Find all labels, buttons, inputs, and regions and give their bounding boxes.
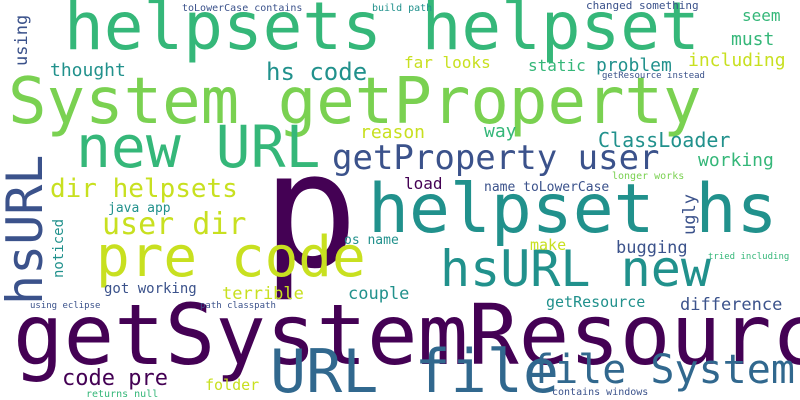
- word: new URL: [76, 113, 321, 181]
- word: seem: [742, 6, 781, 25]
- word: getResource instead: [602, 71, 705, 81]
- word: helpsets helpset: [64, 0, 700, 65]
- word: getProperty user: [332, 138, 660, 178]
- word: path classpath: [200, 301, 276, 311]
- word: using: [12, 14, 32, 66]
- word: tried including: [708, 252, 790, 262]
- word: p: [262, 117, 359, 304]
- word: must: [731, 29, 775, 50]
- word: dir helpsets: [50, 174, 238, 204]
- word: changed something: [586, 0, 699, 12]
- word: longer works: [612, 171, 685, 182]
- word: bugging: [616, 238, 688, 258]
- word: using eclipse: [30, 301, 101, 311]
- word: working: [698, 150, 774, 171]
- word: user dir: [102, 207, 247, 242]
- word: thought: [50, 60, 126, 81]
- word: name toLowerCase: [484, 180, 610, 195]
- word: toLowerCase contains: [182, 3, 303, 14]
- word: ugly: [680, 194, 700, 235]
- word: way: [484, 121, 517, 142]
- word: load: [404, 174, 443, 193]
- word: including: [688, 50, 786, 71]
- word: hsURL: [0, 154, 54, 305]
- word: System getProperty: [8, 65, 702, 139]
- word: difference: [680, 295, 783, 315]
- word: code pre: [62, 366, 168, 391]
- word: java app: [108, 201, 171, 216]
- word: hsURL new: [440, 240, 711, 298]
- word: problem: [596, 55, 672, 76]
- word: contains windows: [552, 387, 649, 398]
- word: hs code: [266, 58, 368, 86]
- word: folder: [205, 376, 260, 394]
- word: pre code: [96, 225, 366, 290]
- word: make: [530, 236, 567, 254]
- word: terrible: [222, 284, 304, 304]
- word: reason: [360, 122, 426, 143]
- word: far looks: [404, 53, 491, 72]
- word: file System: [530, 347, 795, 393]
- word: URL file: [270, 337, 559, 400]
- word: couple: [348, 284, 410, 304]
- word: os name: [344, 233, 399, 248]
- word: returns null: [86, 389, 159, 400]
- word: getResource: [546, 293, 646, 311]
- word: ClassLoader: [598, 128, 731, 152]
- word: getSystemResource: [13, 286, 800, 384]
- word: noticed: [51, 218, 67, 278]
- word: static: [528, 56, 586, 75]
- word: build path: [372, 3, 433, 14]
- word: got working: [104, 281, 197, 297]
- word: helpset hs: [368, 170, 778, 249]
